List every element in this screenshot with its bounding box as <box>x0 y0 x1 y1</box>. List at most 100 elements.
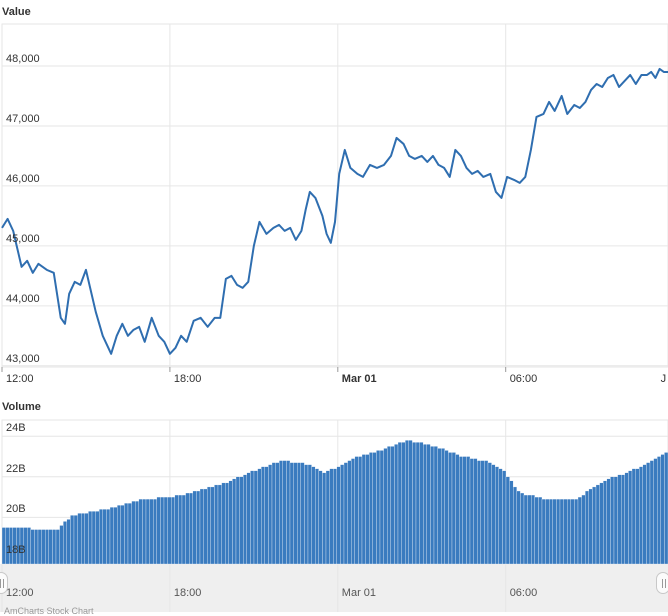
volume-bar <box>606 478 611 565</box>
volume-bar <box>466 456 471 565</box>
volume-bar <box>379 450 384 565</box>
navigator-background <box>0 564 668 612</box>
volume-bar <box>246 472 251 565</box>
volume-bar <box>387 446 391 565</box>
volume-bar <box>635 468 640 565</box>
volume-bar <box>189 492 193 565</box>
price-y-tick-label: 47,000 <box>6 112 40 125</box>
volume-bar <box>383 448 388 565</box>
volume-bar <box>646 462 651 565</box>
volume-bar <box>333 468 337 565</box>
volume-bar <box>257 468 262 565</box>
volume-bar <box>325 470 330 565</box>
volume-bar <box>657 456 661 565</box>
volume-bar <box>509 480 514 565</box>
volume-bar <box>142 498 147 565</box>
price-series-line <box>1 67 668 355</box>
volume-bar <box>196 490 201 565</box>
navigator-x-label: 18:00 <box>173 587 202 599</box>
volume-bar <box>221 482 226 565</box>
volume-bar <box>480 460 485 565</box>
volume-bar <box>570 498 575 565</box>
volume-bar <box>412 442 417 565</box>
volume-bar <box>124 502 129 565</box>
volume-bar <box>160 496 165 565</box>
volume-bar <box>109 507 114 565</box>
volume-bar <box>649 460 654 565</box>
volume-bar <box>336 466 341 565</box>
volume-bar <box>523 494 528 565</box>
volume-panel-title: Volume <box>2 401 41 413</box>
volume-bar <box>66 519 71 565</box>
volume-bar <box>52 529 57 565</box>
volume-bar <box>563 498 568 565</box>
volume-bar <box>45 529 49 565</box>
volume-bar <box>318 470 323 565</box>
volume-bar <box>347 460 352 565</box>
price-y-tick-label: 46,000 <box>6 172 40 185</box>
volume-bar <box>174 494 179 565</box>
volume-bar <box>117 505 121 565</box>
volume-bar <box>138 498 143 565</box>
navigator-x-label: Mar 01 <box>341 587 377 599</box>
volume-bar <box>343 462 348 565</box>
volume-bar <box>282 460 287 565</box>
price-y-tick-label: 45,000 <box>6 232 40 245</box>
volume-bar <box>664 452 668 565</box>
volume-bar <box>106 509 111 565</box>
volume-y-tick-label: 22B <box>6 462 26 475</box>
volume-bar <box>307 464 312 565</box>
volume-bar <box>228 480 233 565</box>
volume-bar <box>495 466 499 565</box>
volume-bar <box>261 466 265 565</box>
volume-bar <box>145 498 150 565</box>
volume-bar <box>531 494 535 565</box>
volume-bar <box>73 515 78 565</box>
price-x-tick-label: 06:00 <box>509 373 538 385</box>
volume-bar <box>30 529 35 565</box>
volume-bar <box>642 464 647 565</box>
volume-bar <box>477 460 481 565</box>
volume-bar <box>585 490 589 565</box>
volume-bar <box>300 462 305 565</box>
volume-bar <box>37 529 42 565</box>
volume-bar <box>131 500 136 565</box>
volume-bar <box>271 462 276 565</box>
price-y-tick-label: 44,000 <box>6 292 40 305</box>
volume-bar <box>340 464 345 565</box>
price-y-tick-label: 48,000 <box>6 52 40 65</box>
volume-bar <box>487 462 492 565</box>
volume-bar <box>415 442 420 565</box>
volume-bar <box>473 458 478 565</box>
price-y-tick-label: 43,000 <box>6 352 40 365</box>
volume-bar <box>502 470 507 565</box>
volume-bar <box>181 494 186 565</box>
volume-bar <box>279 460 283 565</box>
volume-bar <box>624 472 629 565</box>
volume-bar <box>376 450 381 565</box>
volume-bar <box>437 448 442 565</box>
volume-bar <box>286 460 291 565</box>
volume-bar <box>41 529 46 565</box>
volume-bar <box>390 446 395 565</box>
volume-bar <box>459 456 463 565</box>
volume-bar <box>484 460 489 565</box>
volume-bar <box>250 470 255 565</box>
volume-bar <box>577 496 582 565</box>
volume-bar <box>552 498 557 565</box>
volume-bar <box>423 444 427 565</box>
volume-bar <box>419 442 424 565</box>
volume-bar <box>59 525 64 565</box>
volume-bar <box>372 452 377 565</box>
volume-bar <box>599 482 604 565</box>
volume-bar <box>77 513 82 565</box>
volume-bar <box>541 498 546 565</box>
volume-bar <box>595 484 600 565</box>
navigator-right-handle[interactable] <box>656 572 668 594</box>
volume-bar <box>426 444 431 565</box>
volume-bar <box>491 464 496 565</box>
navigator-left-handle[interactable] <box>0 572 8 594</box>
volume-bar <box>505 476 510 565</box>
